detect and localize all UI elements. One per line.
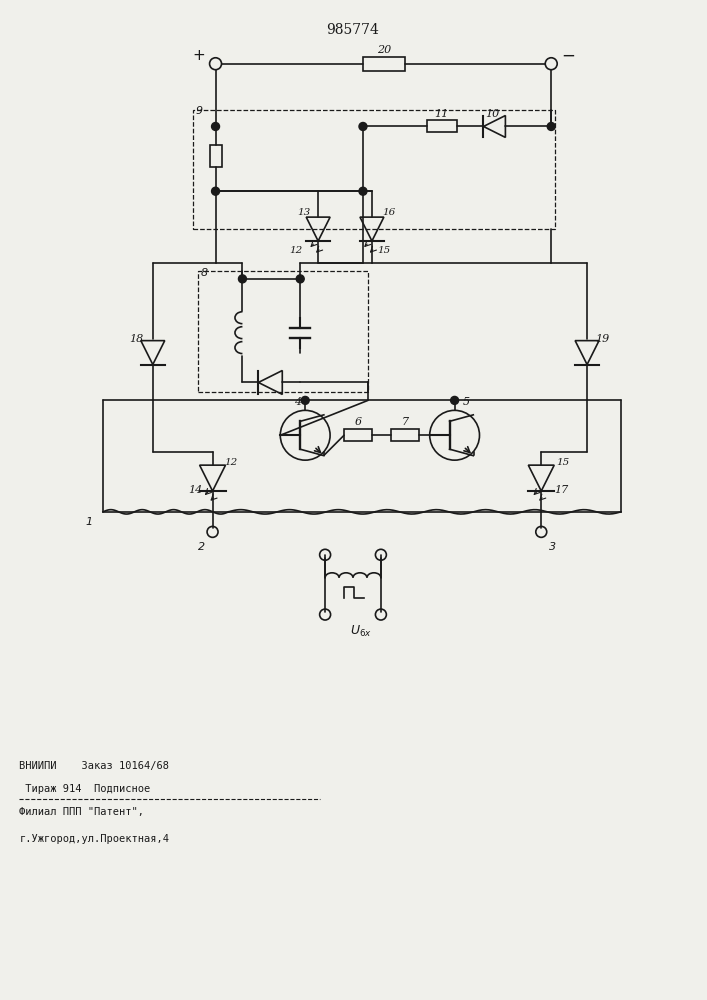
Text: 19: 19 bbox=[595, 334, 609, 344]
Circle shape bbox=[211, 122, 220, 130]
Text: 3: 3 bbox=[549, 542, 556, 552]
Circle shape bbox=[238, 275, 247, 283]
Text: Филиал ППП "Патент",: Филиал ППП "Патент", bbox=[19, 807, 144, 817]
Text: 7: 7 bbox=[402, 417, 409, 427]
Text: Тираж 914  Подписное: Тираж 914 Подписное bbox=[19, 784, 151, 794]
Text: 1: 1 bbox=[86, 517, 93, 527]
Text: 17: 17 bbox=[554, 485, 568, 495]
Bar bbox=[391, 429, 419, 441]
Text: 20: 20 bbox=[377, 45, 391, 55]
Circle shape bbox=[547, 122, 555, 130]
Text: 12: 12 bbox=[290, 246, 303, 255]
Text: ВНИИПИ    Заказ 10164/68: ВНИИПИ Заказ 10164/68 bbox=[19, 761, 169, 771]
Circle shape bbox=[296, 275, 304, 283]
Text: г.Ужгород,ул.Проектная,4: г.Ужгород,ул.Проектная,4 bbox=[19, 834, 169, 844]
Text: 18: 18 bbox=[129, 334, 143, 344]
Text: 4: 4 bbox=[293, 397, 300, 407]
Circle shape bbox=[211, 187, 220, 195]
Text: $U_{6x}$: $U_{6x}$ bbox=[350, 624, 372, 639]
Bar bbox=[427, 120, 457, 132]
Text: 11: 11 bbox=[435, 109, 449, 119]
Text: 985774: 985774 bbox=[327, 23, 380, 37]
Circle shape bbox=[450, 396, 459, 404]
Text: 2: 2 bbox=[197, 542, 204, 552]
Circle shape bbox=[359, 122, 367, 130]
Text: −: − bbox=[561, 47, 575, 65]
Bar bbox=[198, 271, 368, 392]
Text: +: + bbox=[192, 48, 205, 63]
Text: 9: 9 bbox=[196, 106, 203, 116]
Circle shape bbox=[301, 396, 309, 404]
Text: 14: 14 bbox=[189, 485, 203, 495]
Text: 13: 13 bbox=[298, 208, 311, 217]
Bar bbox=[344, 429, 372, 441]
Circle shape bbox=[359, 187, 367, 195]
Bar bbox=[192, 110, 555, 229]
Text: 10: 10 bbox=[485, 109, 500, 119]
Text: 5: 5 bbox=[463, 397, 470, 407]
Bar bbox=[209, 145, 221, 167]
Bar bbox=[363, 57, 405, 71]
Text: 8: 8 bbox=[201, 268, 208, 278]
Text: 15: 15 bbox=[556, 458, 570, 467]
Text: 16: 16 bbox=[382, 208, 395, 217]
Text: 15: 15 bbox=[378, 246, 390, 255]
Text: 6: 6 bbox=[354, 417, 361, 427]
Text: 12: 12 bbox=[224, 458, 237, 467]
